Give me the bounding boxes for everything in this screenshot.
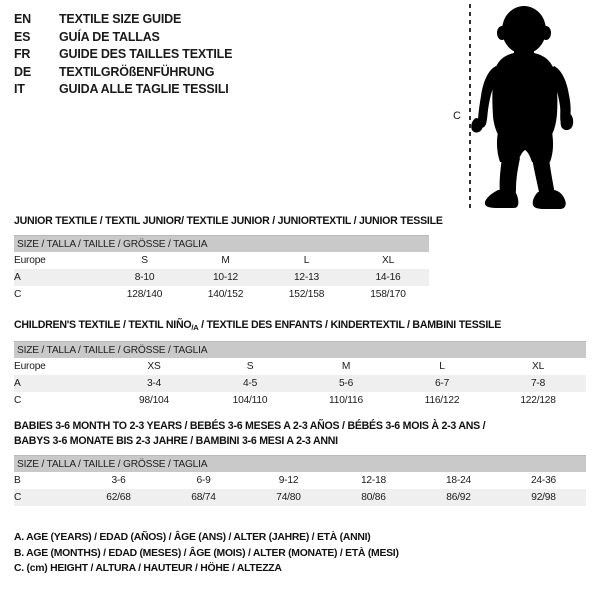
cell-value: 12-13 xyxy=(266,269,347,286)
language-code: DE xyxy=(14,64,31,79)
section-babies-title-line1: BABIES 3-6 MONTH TO 2-3 YEARS / BEBÉS 3-… xyxy=(14,420,486,432)
language-row: FR GUIDE DES TAILLES TEXTILE xyxy=(14,47,314,65)
cell-value: 5-6 xyxy=(298,375,394,392)
cell-value: 6-7 xyxy=(394,375,490,392)
cell-value: 74/80 xyxy=(246,489,331,506)
language-row: IT GUIDA ALLE TAGLIE TESSILI xyxy=(14,82,314,100)
language-row: DE TEXTILGRÖßENFÜHRUNG xyxy=(14,65,314,83)
section-children: CHILDREN'S TEXTILE / TEXTIL NIÑO/A / TEX… xyxy=(14,318,587,409)
footnotes-legend: A. AGE (YEARS) / EDAD (AÑOS) / ÂGE (ANS)… xyxy=(14,530,574,577)
table-band-row: SIZE / TALLA / TAILLE / GRÖSSE / TAGLIA xyxy=(14,341,587,358)
cell-value: 3-4 xyxy=(106,375,202,392)
language-title: TEXTILGRÖßENFÜHRUNG xyxy=(59,64,215,79)
cell-value: 152/158 xyxy=(266,286,347,303)
cell-value: XL xyxy=(347,252,430,269)
language-header: EN TEXTILE SIZE GUIDE ES GUÍA DE TALLAS … xyxy=(14,12,314,100)
cell-value: 6-9 xyxy=(161,472,246,489)
footnote-b: B. AGE (MONTHS) / EDAD (MESES) / ÂGE (MO… xyxy=(14,547,399,559)
cell-value: M xyxy=(298,358,394,375)
cell-value: 98/104 xyxy=(106,392,202,409)
cell-value: L xyxy=(266,252,347,269)
cell-value: L xyxy=(394,358,490,375)
language-title: GUIDA ALLE TAGLIE TESSILI xyxy=(59,82,229,96)
cell-value: S xyxy=(202,358,298,375)
cell-value: 62/68 xyxy=(76,489,161,506)
row-label: C xyxy=(14,392,106,409)
cell-value: 80/86 xyxy=(331,489,416,506)
cell-value: 18-24 xyxy=(416,472,501,489)
cell-value: XL xyxy=(490,358,587,375)
language-code: EN xyxy=(14,12,31,26)
language-code: ES xyxy=(14,29,31,44)
section-children-title: CHILDREN'S TEXTILE / TEXTIL NIÑO/A / TEX… xyxy=(14,318,586,335)
cell-value: 12-18 xyxy=(331,472,416,489)
language-row: ES GUÍA DE TALLAS xyxy=(14,30,314,48)
toddler-silhouette-shape xyxy=(471,6,574,209)
cell-value: 4-5 xyxy=(202,375,298,392)
section-babies: BABIES 3-6 MONTH TO 2-3 YEARS / BEBÉS 3-… xyxy=(14,419,586,506)
height-marker-label: C xyxy=(453,110,461,122)
cell-value: 122/128 xyxy=(490,392,587,409)
cell-value: 3-6 xyxy=(76,472,161,489)
section-junior-title: JUNIOR TEXTILE / TEXTIL JUNIOR/ TEXTILE … xyxy=(14,215,443,227)
table-row: C 62/68 68/74 74/80 80/86 86/92 92/98 xyxy=(14,489,586,506)
row-label: Europe xyxy=(14,252,104,269)
children-size-table: SIZE / TALLA / TAILLE / GRÖSSE / TAGLIA … xyxy=(14,341,587,409)
cell-value: 104/110 xyxy=(202,392,298,409)
children-title-pre: CHILDREN'S TEXTILE / TEXTIL NIÑO xyxy=(14,319,192,331)
cell-value: 7-8 xyxy=(490,375,587,392)
children-band-label: SIZE / TALLA / TAILLE / GRÖSSE / TAGLIA xyxy=(14,341,587,358)
table-row: Europe S M L XL xyxy=(14,252,430,269)
cell-value: 110/116 xyxy=(298,392,394,409)
cell-value: S xyxy=(104,252,185,269)
language-title: GUIDE DES TAILLES TEXTILE xyxy=(59,47,233,61)
junior-band-label: SIZE / TALLA / TAILLE / GRÖSSE / TAGLIA xyxy=(14,235,430,252)
footnote-a: A. AGE (YEARS) / EDAD (AÑOS) / ÂGE (ANS)… xyxy=(14,532,371,543)
junior-size-table: SIZE / TALLA / TAILLE / GRÖSSE / TAGLIA … xyxy=(14,235,430,303)
cell-value: XS xyxy=(106,358,202,375)
language-row: EN TEXTILE SIZE GUIDE xyxy=(14,12,314,30)
cell-value: 92/98 xyxy=(501,489,586,506)
cell-value: M xyxy=(185,252,266,269)
cell-value: 10-12 xyxy=(185,269,266,286)
section-babies-title-line2: BABYS 3-6 MONATE BIS 2-3 JAHRE / BAMBINI… xyxy=(14,435,338,447)
table-row: A 3-4 4-5 5-6 6-7 7-8 xyxy=(14,375,587,392)
table-row: C 128/140 140/152 152/158 158/170 xyxy=(14,286,430,303)
cell-value: 68/74 xyxy=(161,489,246,506)
cell-value: 140/152 xyxy=(185,286,266,303)
table-row: A 8-10 10-12 12-13 14-16 xyxy=(14,269,430,286)
row-label: A xyxy=(14,269,104,286)
babies-band-label: SIZE / TALLA / TAILLE / GRÖSSE / TAGLIA xyxy=(14,455,586,472)
row-label: B xyxy=(14,472,76,489)
table-band-row: SIZE / TALLA / TAILLE / GRÖSSE / TAGLIA xyxy=(14,235,430,252)
table-row: C 98/104 104/110 110/116 116/122 122/128 xyxy=(14,392,587,409)
row-label: A xyxy=(14,375,106,392)
language-code: FR xyxy=(14,47,31,61)
footnote-c: C. (cm) HEIGHT / ALTURA / HAUTEUR / HÖHE… xyxy=(14,563,282,574)
babies-size-table: SIZE / TALLA / TAILLE / GRÖSSE / TAGLIA … xyxy=(14,455,586,506)
row-label: Europe xyxy=(14,358,106,375)
table-band-row: SIZE / TALLA / TAILLE / GRÖSSE / TAGLIA xyxy=(14,455,586,472)
section-junior: JUNIOR TEXTILE / TEXTIL JUNIOR/ TEXTILE … xyxy=(14,214,443,303)
cell-value: 86/92 xyxy=(416,489,501,506)
table-row: Europe XS S M L XL xyxy=(14,358,587,375)
cell-value: 9-12 xyxy=(246,472,331,489)
language-title: TEXTILE SIZE GUIDE xyxy=(59,12,182,26)
table-row: B 3-6 6-9 9-12 12-18 18-24 24-36 xyxy=(14,472,586,489)
cell-value: 8-10 xyxy=(104,269,185,286)
language-code: IT xyxy=(14,82,25,96)
cell-value: 14-16 xyxy=(347,269,430,286)
row-label: C xyxy=(14,286,104,303)
cell-value: 24-36 xyxy=(501,472,586,489)
height-illustration: C xyxy=(440,0,600,212)
row-label: C xyxy=(14,489,76,506)
cell-value: 158/170 xyxy=(347,286,430,303)
children-title-post: / TEXTILE DES ENFANTS / KINDERTEXTIL / B… xyxy=(198,319,502,331)
children-title-subscript: /A xyxy=(191,323,199,332)
cell-value: 116/122 xyxy=(394,392,490,409)
language-title: GUÍA DE TALLAS xyxy=(59,29,160,44)
cell-value: 128/140 xyxy=(104,286,185,303)
